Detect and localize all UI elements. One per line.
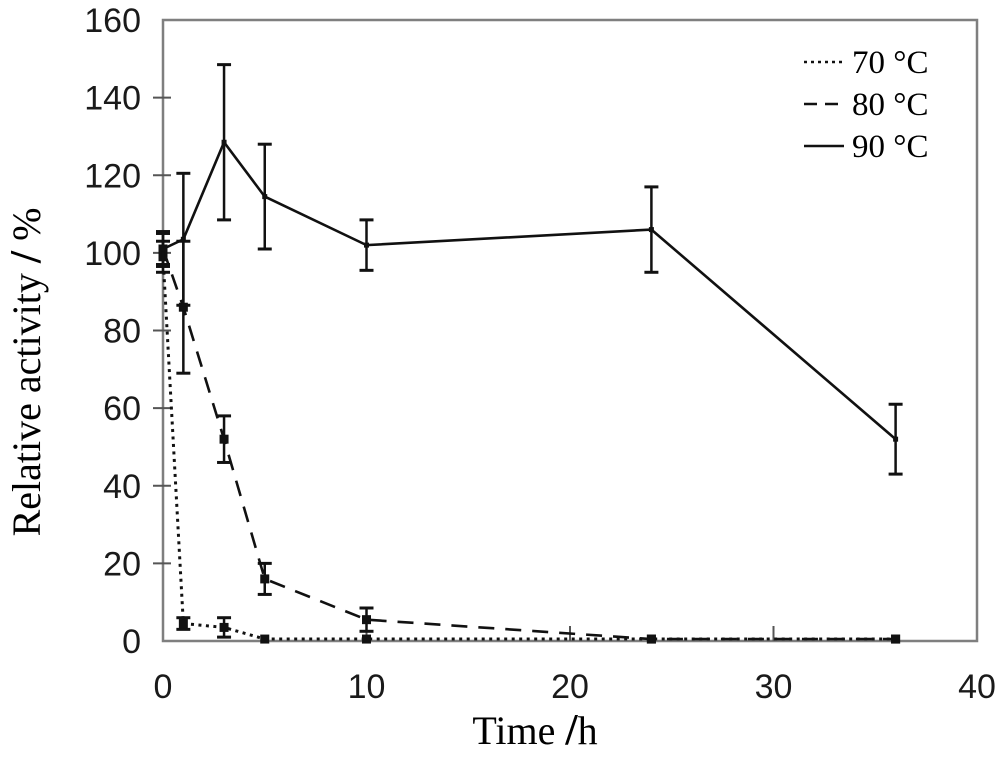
series-90c <box>156 63 903 476</box>
legend-item-label: 80 °C <box>852 87 928 123</box>
x-tick-label: 30 <box>755 668 793 706</box>
x-axis-title: Time /h <box>472 705 597 754</box>
series-line <box>161 248 896 641</box>
y-tick-label: 0 <box>122 623 141 661</box>
data-point-marker <box>180 236 186 242</box>
series-line <box>162 139 897 441</box>
data-point-marker <box>260 574 270 584</box>
data-point-marker <box>893 436 899 442</box>
y-tick-label: 160 <box>84 2 141 40</box>
data-point-marker <box>219 622 229 632</box>
x-tick-label: 0 <box>154 668 173 706</box>
data-point-marker <box>178 619 188 629</box>
x-axis: 0 10 20 30 40 <box>154 626 996 706</box>
data-point-marker <box>178 302 188 312</box>
data-point-marker <box>362 634 371 644</box>
y-tick-label: 100 <box>84 235 141 273</box>
legend-item-label: 90 °C <box>852 129 928 165</box>
data-point-marker <box>364 242 369 248</box>
y-tick-label: 60 <box>103 390 141 428</box>
data-point-marker <box>646 634 656 644</box>
x-tick-label: 10 <box>348 668 386 706</box>
x-tick-label: 20 <box>551 668 589 706</box>
series-80c <box>156 231 901 644</box>
legend-item-label: 70 °C <box>852 45 928 81</box>
y-tick-label: 20 <box>103 545 141 583</box>
data-point-marker <box>260 634 270 644</box>
y-tick-label: 80 <box>103 313 141 351</box>
y-tick-label: 140 <box>84 80 141 118</box>
y-axis: 0 20 40 60 80 100 120 140 160 <box>84 2 171 661</box>
data-point-marker <box>362 615 371 625</box>
data-point-marker <box>219 434 229 444</box>
x-tick-label: 40 <box>958 668 996 706</box>
data-point-marker <box>648 227 654 233</box>
y-axis-title: Relative activity / % <box>1 208 50 537</box>
legend: 70 °C 80 °C 90 °C <box>804 45 928 165</box>
data-point-marker <box>160 246 166 252</box>
y-tick-label: 120 <box>84 157 141 195</box>
data-point-marker <box>221 139 227 145</box>
data-point-marker <box>262 194 268 200</box>
data-point-marker <box>891 634 901 644</box>
y-tick-label: 40 <box>103 468 141 506</box>
